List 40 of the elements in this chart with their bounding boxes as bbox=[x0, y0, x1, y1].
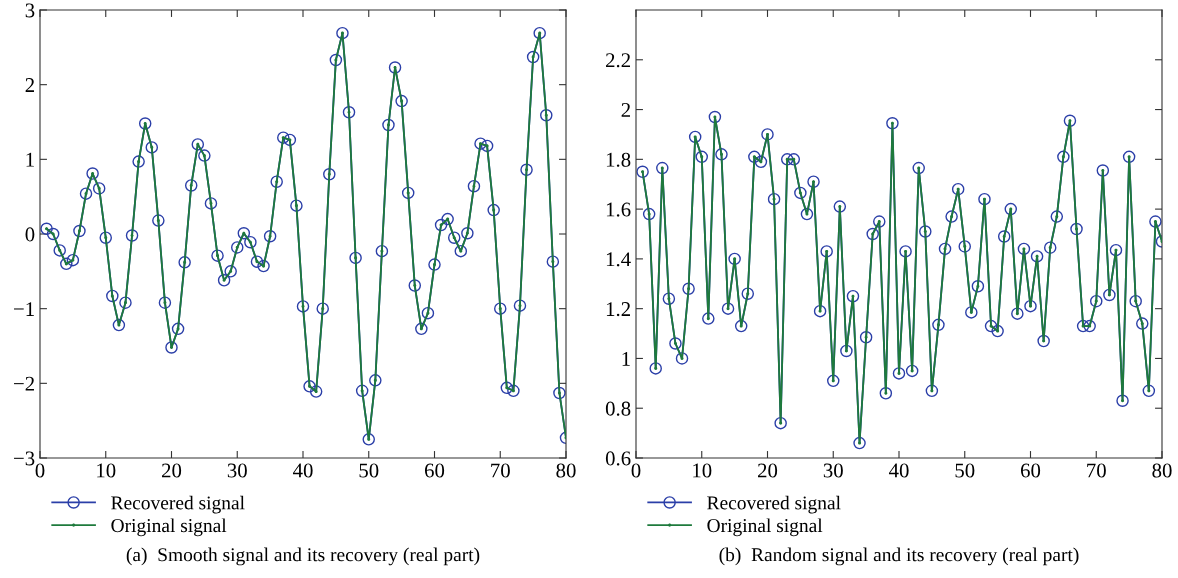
y-tick-label: 3 bbox=[25, 3, 35, 18]
y-tick-label: −3 bbox=[14, 451, 35, 466]
x-tick-label: 70 bbox=[1087, 463, 1106, 478]
y-tick-label: 1.2 bbox=[606, 302, 630, 317]
legend-label: Original signal bbox=[707, 518, 823, 537]
x-tick-label: 40 bbox=[292, 463, 313, 478]
x-tick-label: 30 bbox=[227, 463, 247, 478]
x-tick-label: 0 bbox=[35, 463, 45, 478]
x-tick-label: 20 bbox=[758, 463, 778, 478]
x-tick-label: 10 bbox=[97, 463, 116, 478]
legend-label: Recovered signal bbox=[707, 495, 841, 514]
x-tick-label: 60 bbox=[424, 463, 445, 478]
text: (b) Random signal and its recovery (real part) bbox=[719, 547, 1079, 566]
y-tick-label: 1.8 bbox=[606, 152, 631, 167]
x-tick-label: 50 bbox=[955, 463, 975, 478]
y-tick-label: 1 bbox=[26, 152, 34, 167]
x-tick-label: 60 bbox=[1020, 463, 1041, 478]
y-tick-label: 2 bbox=[621, 102, 630, 117]
y-tick-label: 0.8 bbox=[605, 401, 631, 416]
x-tick-label: 40 bbox=[888, 463, 909, 478]
legend-label: Recovered signal bbox=[111, 495, 245, 514]
y-tick-label: 1.4 bbox=[606, 252, 631, 267]
x-tick-label: 50 bbox=[359, 463, 379, 478]
y-tick-label: 1 bbox=[622, 351, 630, 366]
x-tick-label: 20 bbox=[162, 463, 182, 478]
x-tick-label: 80 bbox=[1152, 463, 1172, 478]
y-tick-label: 1.6 bbox=[606, 202, 631, 217]
y-tick-label: 2.2 bbox=[606, 53, 630, 68]
x-tick-label: 80 bbox=[556, 463, 576, 478]
x-tick-label: 70 bbox=[491, 463, 510, 478]
legend-label: Original signal bbox=[111, 518, 227, 537]
y-tick-label: −1 bbox=[14, 302, 34, 316]
y-tick-label: 0 bbox=[25, 227, 35, 242]
y-tick-label: −2 bbox=[14, 376, 34, 391]
text: (a) Smooth signal and its recovery (real part) bbox=[126, 547, 480, 566]
x-tick-label: 10 bbox=[693, 463, 712, 478]
x-tick-label: 0 bbox=[631, 463, 641, 478]
x-tick-label: 30 bbox=[823, 463, 843, 478]
y-tick-label: 2 bbox=[25, 78, 34, 92]
y-tick-label: 0.6 bbox=[605, 451, 631, 466]
